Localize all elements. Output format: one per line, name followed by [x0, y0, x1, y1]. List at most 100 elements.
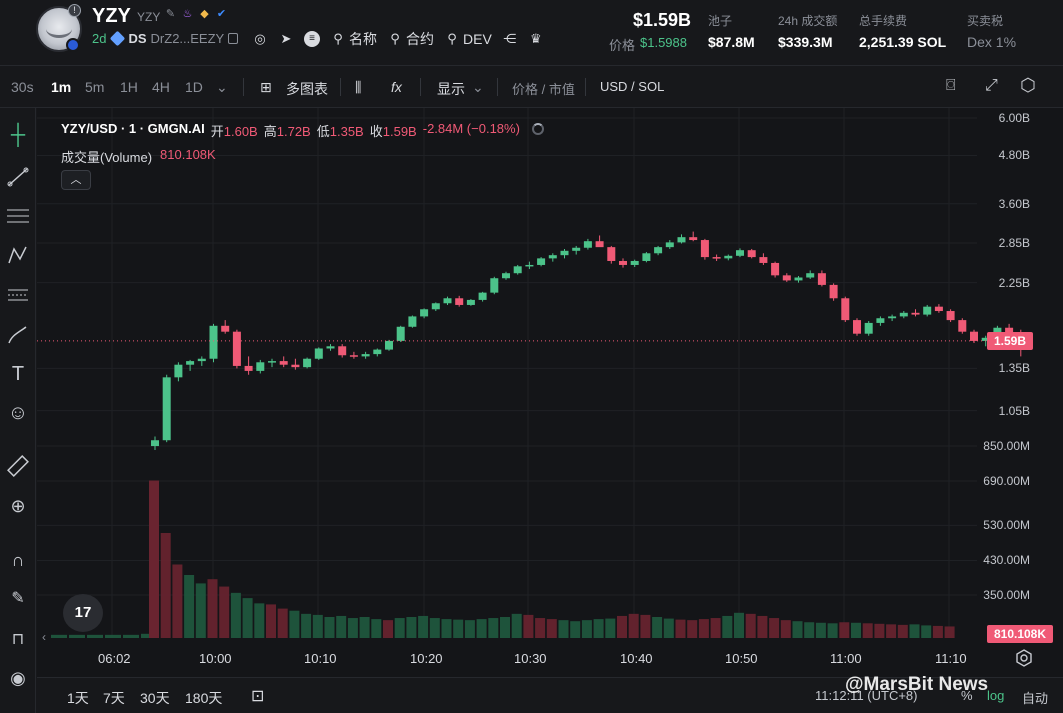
candle-body — [197, 358, 206, 362]
volume-bar — [593, 619, 604, 638]
ruler-icon[interactable] — [6, 454, 30, 478]
emoji-icon[interactable]: ☺ — [7, 402, 29, 424]
crosshair-icon[interactable]: ┼ — [10, 124, 26, 146]
chart-canvas[interactable] — [37, 108, 1063, 677]
price-chart[interactable]: YZY/USD · 1 · GMGN.AI 开1.60B 高1.72B 低1.3… — [37, 108, 1063, 713]
edit-icon[interactable]: ✎ — [165, 8, 176, 20]
candle-body — [782, 275, 791, 281]
candle-body — [385, 340, 393, 350]
candle-body — [431, 303, 440, 310]
pattern-icon[interactable] — [6, 243, 30, 267]
volume-bar — [663, 618, 674, 638]
scroll-left-icon[interactable]: ‹ — [42, 630, 46, 644]
lock-icon[interactable]: ⊓ — [11, 631, 25, 648]
verified-icon: ✔ — [216, 8, 227, 20]
candle-body — [794, 277, 803, 281]
volume-bar — [558, 620, 569, 638]
info-icon[interactable]: ! — [68, 4, 81, 17]
search-contract-link[interactable]: ⚲ 合约 — [387, 29, 434, 49]
range-1d[interactable]: 1天 — [67, 690, 89, 706]
fib-lines-icon[interactable] — [6, 204, 30, 228]
range-180d[interactable]: 180天 — [185, 690, 223, 706]
zoom-icon[interactable]: ⊕ — [10, 496, 26, 516]
volume-bar — [149, 480, 159, 638]
multi-chart-button[interactable]: 多图表 — [286, 81, 328, 97]
collapse-legend-button[interactable]: ︿ — [61, 170, 91, 190]
lock-drawing-icon[interactable]: ✎ — [11, 590, 25, 607]
clock-time[interactable]: 11:12:11 (UTC+8) — [815, 688, 918, 703]
volume-bar — [932, 625, 943, 638]
volume-bar — [359, 617, 370, 638]
percent-toggle[interactable]: % — [961, 688, 973, 703]
camera-icon[interactable]: ⌼ — [946, 77, 956, 94]
feed-icon[interactable]: ≡ — [304, 31, 320, 47]
tradingview-logo[interactable]: 17 — [63, 594, 103, 632]
currency-toggle[interactable]: USD / SOL — [600, 79, 665, 94]
projection-icon[interactable] — [6, 283, 30, 307]
interval-4h[interactable]: 4H — [152, 79, 170, 95]
pool-label: 池子 — [708, 14, 733, 28]
candle-body — [970, 331, 978, 341]
trendline-icon[interactable] — [6, 165, 30, 189]
candle-body — [151, 440, 159, 447]
interval-5m[interactable]: 5m — [85, 79, 105, 95]
indicator-fx-icon[interactable]: fx — [391, 79, 402, 95]
share-icon[interactable]: ⋲ — [503, 31, 517, 46]
candle-body — [630, 260, 639, 265]
candle-body — [256, 362, 265, 371]
volume-bar — [277, 608, 288, 638]
volume-bar — [628, 613, 639, 638]
close-value: 1.59B — [382, 124, 417, 139]
eye-icon[interactable]: ◉ — [10, 668, 26, 688]
search-dev-link[interactable]: ⚲ DEV — [444, 31, 492, 47]
interval-1m[interactable]: 1m — [51, 79, 72, 95]
time-axis-label: 11:00 — [830, 651, 862, 666]
volume-bar — [675, 619, 686, 638]
interval-30s[interactable]: 30s — [11, 79, 34, 95]
display-dropdown-icon[interactable]: ⌄ — [472, 79, 484, 95]
candle-body — [677, 237, 686, 243]
volume-bar — [897, 624, 908, 638]
interval-1h[interactable]: 1H — [120, 79, 138, 95]
candle-body — [806, 273, 815, 278]
interval-1d[interactable]: 1D — [185, 79, 203, 95]
brush-icon[interactable] — [6, 323, 30, 347]
log-toggle[interactable]: log — [987, 688, 1005, 703]
price-mcap-toggle[interactable]: 价格 / 市值 — [512, 82, 575, 97]
volume-bar — [207, 579, 218, 638]
candle-body — [934, 306, 943, 312]
candle-type-icon[interactable]: ⫼ — [355, 79, 362, 95]
copy-icon[interactable] — [228, 33, 239, 44]
volume-bar — [184, 575, 195, 638]
change-value: -2.84M (−0.18%) — [422, 121, 520, 136]
crown-icon[interactable]: ♛ — [529, 31, 542, 46]
settings-icon[interactable]: ⬡ — [1020, 75, 1036, 95]
candle-body — [864, 322, 873, 334]
candle-body — [736, 250, 744, 256]
time-axis-label: 10:40 — [620, 651, 653, 666]
volume-bar — [406, 617, 417, 638]
price-axis-label: 530.00M — [983, 518, 1030, 533]
interval-dropdown-icon[interactable]: ⌄ — [216, 79, 228, 95]
close-label: 收 — [369, 124, 383, 139]
display-button[interactable]: 显示 — [437, 81, 465, 97]
price-label: 价格 — [609, 38, 636, 53]
magnet-icon[interactable]: ∩ — [11, 550, 25, 570]
globe-icon[interactable]: ◎ — [254, 31, 266, 46]
candle-body — [981, 337, 990, 341]
volume-bar — [347, 618, 358, 638]
range-7d[interactable]: 7天 — [103, 690, 125, 706]
candle-body — [291, 364, 300, 368]
text-icon[interactable]: T — [11, 363, 25, 385]
range-30d[interactable]: 30天 — [140, 690, 170, 706]
add-chart-icon[interactable]: ⊞ — [260, 79, 272, 95]
search-name-link[interactable]: ⚲ 名称 — [330, 29, 377, 49]
auto-toggle[interactable]: 自动 — [1022, 691, 1049, 706]
search-icon: ⚲ — [390, 31, 400, 46]
contract-address[interactable]: DrZ2...EEZY — [150, 31, 225, 46]
date-range-icon[interactable]: ⊡ — [251, 688, 265, 705]
telegram-icon[interactable]: ➤ — [280, 31, 292, 46]
candle-body — [244, 365, 253, 371]
fullscreen-icon[interactable]: ⤢ — [985, 77, 998, 94]
axis-settings-icon[interactable] — [1015, 649, 1033, 667]
